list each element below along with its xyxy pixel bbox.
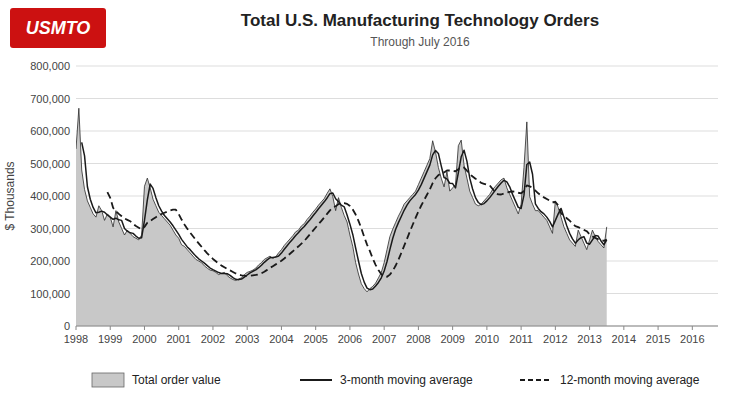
x-tick (658, 326, 659, 330)
grid-line (76, 131, 718, 132)
x-tick-label: 2012 (543, 333, 567, 345)
x-tick-label: 2009 (440, 333, 464, 345)
grid-line (76, 196, 718, 197)
x-tick-label: 1999 (98, 333, 122, 345)
x-tick (452, 326, 453, 330)
header: USMTO Total U.S. Manufacturing Technology… (10, 8, 599, 49)
x-tick (418, 326, 419, 330)
legend-line (300, 379, 332, 381)
x-tick (281, 326, 282, 330)
x-tick-label: 2002 (201, 333, 225, 345)
x-tick-label: 2014 (612, 333, 636, 345)
x-tick (589, 326, 590, 330)
x-tick (384, 326, 385, 330)
x-tick-label: 1998 (64, 333, 88, 345)
x-tick (349, 326, 350, 330)
x-tick-label: 2016 (680, 333, 704, 345)
grid-line (76, 98, 718, 99)
x-tick (144, 326, 145, 330)
y-tick-label: 100,000 (30, 288, 70, 300)
chart-svg: USMTO Total U.S. Manufacturing Technology… (0, 0, 736, 413)
x-tick (623, 326, 624, 330)
y-tick-label: 700,000 (30, 93, 70, 105)
y-tick-label: 300,000 (30, 223, 70, 235)
x-tick-label: 2013 (577, 333, 601, 345)
legend-label: Total order value (132, 373, 221, 387)
x-tick-label: 2008 (406, 333, 430, 345)
x-tick (247, 326, 248, 330)
legend-swatch (92, 373, 124, 387)
x-tick (521, 326, 522, 330)
title: Total U.S. Manufacturing Technology Orde… (241, 11, 599, 30)
plot-area (76, 108, 607, 326)
series-line (82, 142, 607, 289)
x-tick (555, 326, 556, 330)
legend-line (520, 379, 552, 381)
x-tick-label: 2004 (269, 333, 293, 345)
x-tick-label: 2010 (475, 333, 499, 345)
x-tick (178, 326, 179, 330)
y-axis-label: $ Thousands (3, 161, 17, 230)
logo-box (10, 8, 106, 48)
area-outline (76, 108, 607, 292)
logo-text: USMTO (26, 18, 91, 38)
series-line (107, 167, 606, 277)
x-tick (212, 326, 213, 330)
x-axis-line (76, 326, 718, 327)
y-tick-label: 600,000 (30, 125, 70, 137)
x-tick-label: 2006 (338, 333, 362, 345)
legend: Total order value 3-month moving average 1… (92, 373, 700, 387)
legend-label: 3-month moving average (340, 373, 473, 387)
subtitle: Through July 2016 (370, 35, 470, 49)
x-tick-label: 2003 (235, 333, 259, 345)
x-tick-label: 2007 (372, 333, 396, 345)
x-tick-label: 2000 (132, 333, 156, 345)
legend-label: 12-month moving average (560, 373, 700, 387)
x-tick-label: 2001 (166, 333, 190, 345)
grid-line (76, 163, 718, 164)
x-tick (315, 326, 316, 330)
x-tick-label: 2011 (509, 333, 533, 345)
grid-line (76, 66, 718, 67)
y-tick-label: 800,000 (30, 60, 70, 72)
x-tick (110, 326, 111, 330)
x-tick-label: 2005 (303, 333, 327, 345)
grid (76, 66, 718, 326)
x-axis: 1998 1999 2000 2001 2002 2003 2004 2005 2006 2007… (64, 326, 718, 345)
grid-line (76, 326, 718, 327)
x-tick (76, 326, 77, 330)
y-tick-label: 200,000 (30, 255, 70, 267)
area-fill (76, 108, 607, 326)
y-tick-label: 400,000 (30, 190, 70, 202)
x-tick-label: 2015 (646, 333, 670, 345)
y-axis: 0 100,000 200,000 300,000 400,000 500,000 600,… (3, 60, 70, 332)
y-tick-label: 500,000 (30, 158, 70, 170)
y-tick-label: 0 (64, 320, 70, 332)
chart-container: USMTO Total U.S. Manufacturing Technology… (0, 0, 736, 413)
x-tick (692, 326, 693, 330)
x-tick (486, 326, 487, 330)
